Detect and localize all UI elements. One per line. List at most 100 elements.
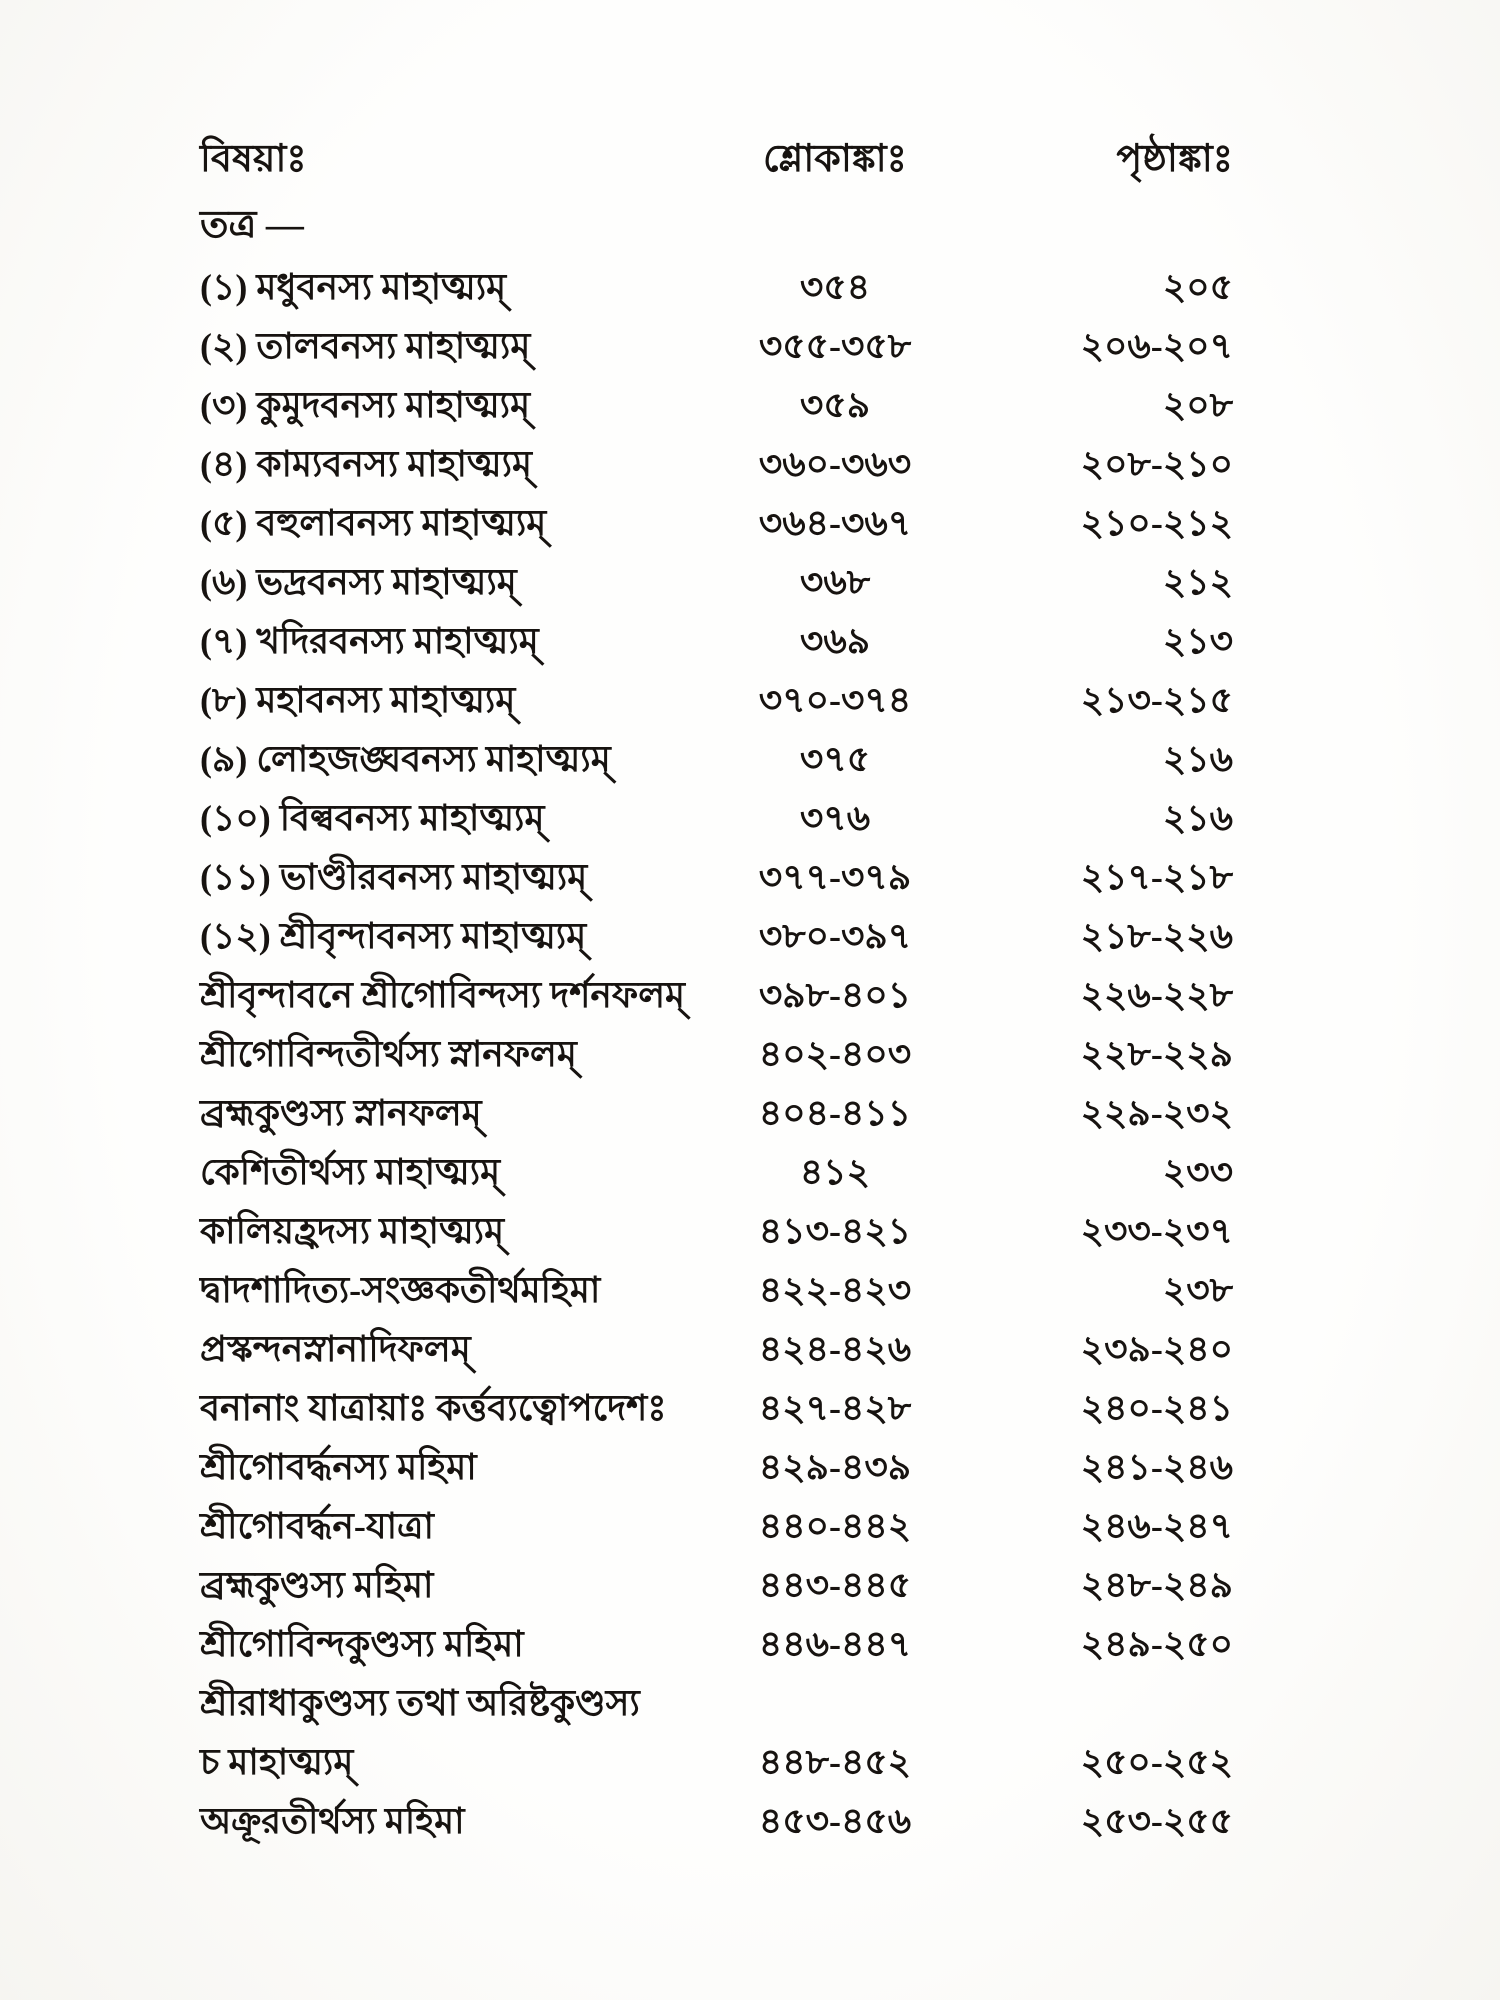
- row-subject: অক্রূরতীর্থস্য মহিমা: [200, 1801, 465, 1841]
- row-subject: শ্রীগোবিন্দতীর্থস্য স্নানফলম্: [200, 1034, 577, 1074]
- row-pages: ২০৫: [1162, 267, 1233, 307]
- table-row: ব্রহ্মকুণ্ডস্য মহিমা ৪৪৩-৪৪৫ ২৪৮-২৪৯: [0, 1556, 1500, 1615]
- header-pages-label: পৃষ্ঠাঙ্কাঃ: [1116, 138, 1233, 180]
- row-pages: ২১০-২১২: [1080, 503, 1233, 543]
- row-verses: ৪১২: [799, 1152, 871, 1192]
- table-row: (৯) লোহজঙ্ঘবনস্য মাহাত্ম্যম্ ৩৭৫ ২১৬: [0, 730, 1500, 789]
- row-pages: ২৫০-২৫২: [1080, 1742, 1233, 1782]
- row-verses: ৪৪৬-৪৪৭: [758, 1624, 912, 1664]
- row-verses: ৩৬০-৩৬৩: [758, 444, 912, 484]
- row-verses: ৩৫৪: [799, 267, 871, 307]
- table-row: (১১) ভাণ্ডীরবনস্য মাহাত্ম্যম্ ৩৭৭-৩৭৯ ২১…: [0, 848, 1500, 907]
- table-row: অক্রূরতীর্থস্য মহিমা ৪৫৩-৪৫৬ ২৫৩-২৫৫: [0, 1792, 1500, 1851]
- row-pages: ২১৬: [1162, 798, 1233, 838]
- toc-rows: (১) মধুবনস্য মাহাত্ম্যম্ ৩৫৪ ২০৫ (২) তাল…: [0, 258, 1500, 1851]
- table-row: (১) মধুবনস্য মাহাত্ম্যম্ ৩৫৪ ২০৫: [0, 258, 1500, 317]
- row-subject: শ্রীরাধাকুণ্ডস্য তথা অরিষ্টকুণ্ডস্য: [200, 1683, 640, 1723]
- row-pages: ২১৬: [1162, 739, 1233, 779]
- row-subject: কেশিতীর্থস্য মাহাত্ম্যম্: [200, 1152, 501, 1192]
- row-subject: (১২) শ্রীবৃন্দাবনস্য মাহাত্ম্যম্: [200, 916, 587, 956]
- row-verses: ৩৬৮: [799, 562, 871, 602]
- row-subject: কালিয়হ্রদস্য মাহাত্ম্যম্: [200, 1211, 505, 1251]
- table-row: (১০) বিল্ববনস্য মাহাত্ম্যম্ ৩৭৬ ২১৬: [0, 789, 1500, 848]
- row-subject: (১১) ভাণ্ডীরবনস্য মাহাত্ম্যম্: [200, 857, 588, 897]
- table-row: বনানাং যাত্রায়াঃ কর্ত্তব্যত্বোপদেশঃ ৪২৭…: [0, 1379, 1500, 1438]
- header-subject-label: বিষয়াঃ: [200, 138, 307, 180]
- table-row: (১২) শ্রীবৃন্দাবনস্য মাহাত্ম্যম্ ৩৮০-৩৯৭…: [0, 907, 1500, 966]
- row-verses: ৩৭৬: [799, 798, 871, 838]
- row-subject: (৩) কুমুদবনস্য মাহাত্ম্যম্: [200, 385, 531, 425]
- row-subject: শ্রীবৃন্দাবনে শ্রীগোবিন্দস্য দর্শনফলম্: [200, 975, 686, 1015]
- row-subject: (৫) বহুলাবনস্য মাহাত্ম্যম্: [200, 503, 547, 543]
- section-marker: তত্র —: [200, 204, 304, 246]
- row-pages: ২০৮-২১০: [1080, 444, 1233, 484]
- row-subject: (৭) খদিরবনস্য মাহাত্ম্যম্: [200, 621, 539, 661]
- row-subject: (৮) মহাবনস্য মাহাত্ম্যম্: [200, 680, 516, 720]
- row-pages: ২৩৯-২৪০: [1080, 1329, 1233, 1369]
- table-row: ব্রহ্মকুণ্ডস্য স্নানফলম্ ৪০৪-৪১১ ২২৯-২৩২: [0, 1084, 1500, 1143]
- table-row: কালিয়হ্রদস্য মাহাত্ম্যম্ ৪১৩-৪২১ ২৩৩-২৩…: [0, 1202, 1500, 1261]
- row-verses: ৩৬৪-৩৬৭: [758, 503, 912, 543]
- row-pages: ২৪১-২৪৬: [1080, 1447, 1233, 1487]
- table-row: (২) তালবনস্য মাহাত্ম্যম্ ৩৫৫-৩৫৮ ২০৬-২০৭: [0, 317, 1500, 376]
- row-subject: (২) তালবনস্য মাহাত্ম্যম্: [200, 326, 531, 366]
- row-subject: শ্রীগোবর্দ্ধন-যাত্রা: [200, 1506, 434, 1546]
- row-verses: ৪২৪-৪২৬: [758, 1329, 912, 1369]
- row-verses: ৪২৯-৪৩৯: [758, 1447, 912, 1487]
- table-row: শ্রীগোবিন্দকুণ্ডস্য মহিমা ৪৪৬-৪৪৭ ২৪৯-২৫…: [0, 1615, 1500, 1674]
- row-subject: (৯) লোহজঙ্ঘবনস্য মাহাত্ম্যম্: [200, 739, 611, 779]
- row-verses: ৪২৭-৪২৮: [758, 1388, 912, 1428]
- table-row: (৮) মহাবনস্য মাহাত্ম্যম্ ৩৭০-৩৭৪ ২১৩-২১৫: [0, 671, 1500, 730]
- row-pages: ২৪৬-২৪৭: [1080, 1506, 1233, 1546]
- row-verses: ৪৫৩-৪৫৬: [758, 1801, 912, 1841]
- table-row: শ্রীগোবিন্দতীর্থস্য স্নানফলম্ ৪০২-৪০৩ ২২…: [0, 1025, 1500, 1084]
- table-row: (৭) খদিরবনস্য মাহাত্ম্যম্ ৩৬৯ ২১৩: [0, 612, 1500, 671]
- table-row: (৫) বহুলাবনস্য মাহাত্ম্যম্ ৩৬৪-৩৬৭ ২১০-২…: [0, 494, 1500, 553]
- row-subject: দ্বাদশাদিত্য-সংজ্ঞকতীর্থমহিমা: [200, 1270, 601, 1310]
- row-verses: ৪০২-৪০৩: [758, 1034, 912, 1074]
- row-verses: ৩৫৫-৩৫৮: [758, 326, 912, 366]
- table-row: চ মাহাত্ম্যম্ ৪৪৮-৪৫২ ২৫০-২৫২: [0, 1733, 1500, 1792]
- row-verses: ৩৫৯: [799, 385, 871, 425]
- header-verses-label: শ্লোকাঙ্কাঃ: [763, 138, 907, 180]
- row-pages: ২২৬-২২৮: [1080, 975, 1233, 1015]
- row-pages: ২৩৩: [1162, 1152, 1233, 1192]
- row-pages: ২১৩: [1162, 621, 1233, 661]
- row-verses: ৪১৩-৪২১: [758, 1211, 912, 1251]
- table-row: শ্রীরাধাকুণ্ডস্য তথা অরিষ্টকুণ্ডস্য: [0, 1674, 1500, 1733]
- row-subject: শ্রীগোবর্দ্ধনস্য মহিমা: [200, 1447, 477, 1487]
- row-verses: ৪২২-৪২৩: [758, 1270, 912, 1310]
- row-pages: ২৪৮-২৪৯: [1080, 1565, 1233, 1605]
- table-row: শ্রীবৃন্দাবনে শ্রীগোবিন্দস্য দর্শনফলম্ ৩…: [0, 966, 1500, 1025]
- row-pages: ২৫৩-২৫৫: [1080, 1801, 1233, 1841]
- row-subject: (৬) ভদ্রবনস্য মাহাত্ম্যম্: [200, 562, 517, 602]
- row-verses: ৪৪৮-৪৫২: [758, 1742, 912, 1782]
- table-row: কেশিতীর্থস্য মাহাত্ম্যম্ ৪১২ ২৩৩: [0, 1143, 1500, 1202]
- toc-content: বিষয়াঃ শ্লোকাঙ্কাঃ পৃষ্ঠাঙ্কাঃ তত্র — (…: [0, 126, 1500, 1851]
- table-row: শ্রীগোবর্দ্ধনস্য মহিমা ৪২৯-৪৩৯ ২৪১-২৪৬: [0, 1438, 1500, 1497]
- table-row: (৩) কুমুদবনস্য মাহাত্ম্যম্ ৩৫৯ ২০৮: [0, 376, 1500, 435]
- row-pages: ২১২: [1162, 562, 1233, 602]
- table-row: শ্রীগোবর্দ্ধন-যাত্রা ৪৪০-৪৪২ ২৪৬-২৪৭: [0, 1497, 1500, 1556]
- row-pages: ২২৯-২৩২: [1080, 1093, 1233, 1133]
- row-verses: ৩৬৯: [799, 621, 871, 661]
- row-subject: (৪) কাম্যবনস্য মাহাত্ম্যম্: [200, 444, 533, 484]
- row-pages: ২০৬-২০৭: [1080, 326, 1233, 366]
- row-subject: শ্রীগোবিন্দকুণ্ডস্য মহিমা: [200, 1624, 524, 1664]
- row-subject: প্রস্কন্দনস্নানাদিফলম্: [200, 1329, 471, 1369]
- row-pages: ২৪৯-২৫০: [1080, 1624, 1233, 1664]
- row-pages: ২১৮-২২৬: [1080, 916, 1233, 956]
- row-subject: বনানাং যাত্রায়াঃ কর্ত্তব্যত্বোপদেশঃ: [200, 1388, 667, 1428]
- row-subject: (১০) বিল্ববনস্য মাহাত্ম্যম্: [200, 798, 545, 838]
- row-pages: ২৪০-২৪১: [1080, 1388, 1233, 1428]
- row-pages: ২৩৮: [1162, 1270, 1233, 1310]
- row-subject: ব্রহ্মকুণ্ডস্য মহিমা: [200, 1565, 434, 1605]
- table-row: (৪) কাম্যবনস্য মাহাত্ম্যম্ ৩৬০-৩৬৩ ২০৮-২…: [0, 435, 1500, 494]
- table-row: প্রস্কন্দনস্নানাদিফলম্ ৪২৪-৪২৬ ২৩৯-২৪০: [0, 1320, 1500, 1379]
- row-subject: ব্রহ্মকুণ্ডস্য স্নানফলম্: [200, 1093, 482, 1133]
- row-verses: ৩৯৮-৪০১: [758, 975, 912, 1015]
- row-subject: চ মাহাত্ম্যম্: [200, 1742, 354, 1782]
- toc-header-row: বিষয়াঃ শ্লোকাঙ্কাঃ পৃষ্ঠাঙ্কাঃ: [0, 126, 1500, 192]
- row-verses: ৩৭৭-৩৭৯: [758, 857, 912, 897]
